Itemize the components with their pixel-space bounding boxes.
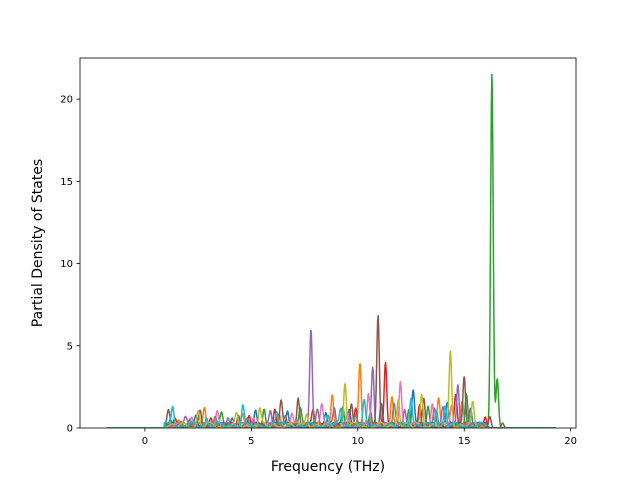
x-axis-ticks: 0 5 10 15 20: [142, 428, 577, 447]
x-tick-label: 15: [458, 436, 471, 447]
plot-frame: [79, 57, 577, 429]
y-tick-label: 0: [67, 424, 73, 435]
y-tick-label: 5: [67, 341, 73, 352]
x-axis-label: Frequency (THz): [271, 459, 385, 475]
x-tick-label: 5: [248, 436, 254, 447]
x-tick-label: 10: [351, 436, 364, 447]
x-tick-label: 20: [564, 436, 577, 447]
y-axis-ticks: 0 5 10 15 20: [60, 95, 80, 435]
series-line-9: [106, 397, 557, 428]
y-axis-label: Partial Density of States: [30, 159, 46, 327]
series-layer: [106, 73, 557, 428]
series-line-8: [106, 350, 557, 428]
x-tick-label: 0: [142, 436, 148, 447]
y-tick-label: 20: [60, 95, 73, 106]
y-tick-label: 10: [60, 259, 73, 270]
y-tick-label: 15: [60, 177, 73, 188]
